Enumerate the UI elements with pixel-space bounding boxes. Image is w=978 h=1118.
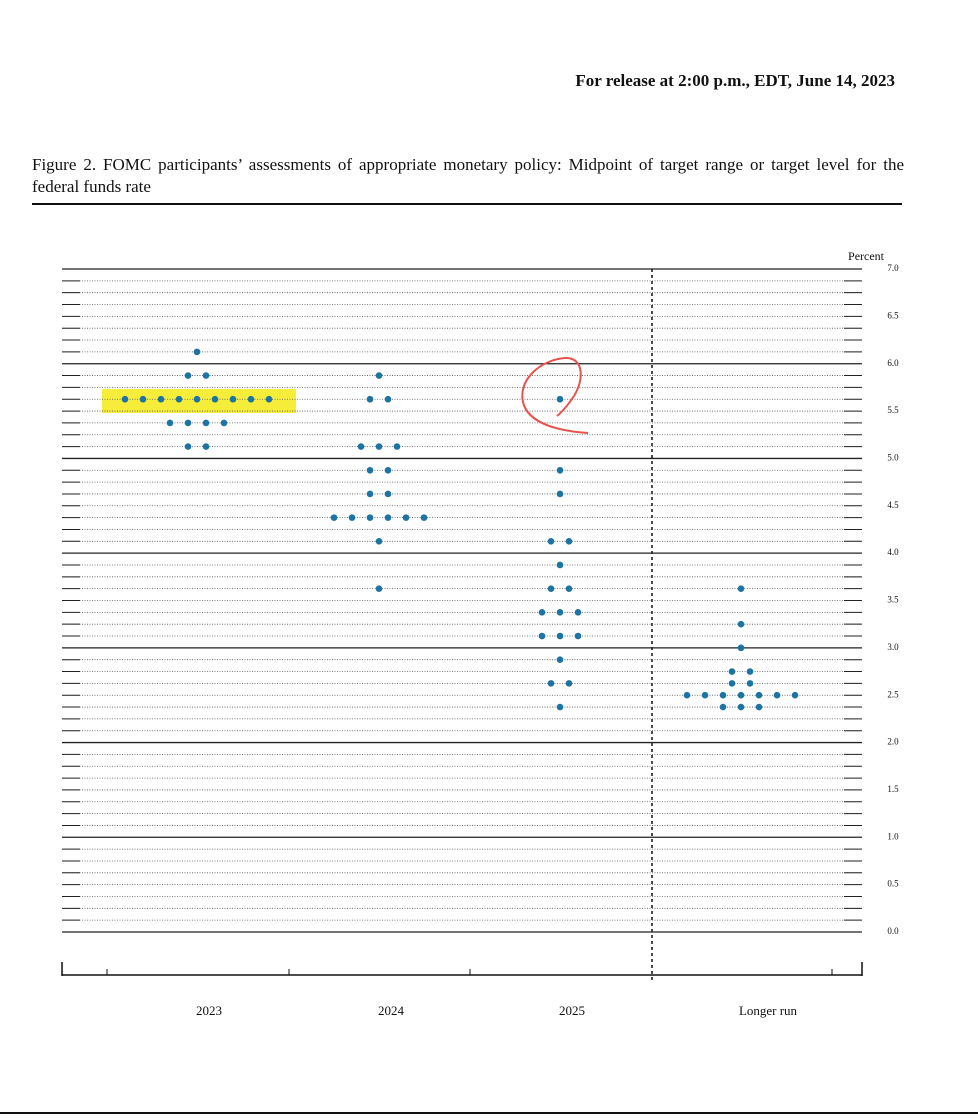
dot — [420, 514, 428, 521]
dot — [184, 443, 192, 450]
dot — [547, 585, 555, 592]
dot — [375, 585, 383, 592]
x-tick-label: 2023 — [196, 1003, 222, 1018]
y-tick-label: 0.0 — [887, 926, 899, 936]
dot — [175, 395, 183, 403]
dot — [791, 691, 799, 699]
dot — [547, 538, 555, 545]
y-tick-label: 5.5 — [887, 405, 899, 415]
dot — [357, 443, 365, 450]
dot — [166, 419, 174, 427]
y-tick-label: 6.0 — [887, 358, 899, 368]
dot — [556, 703, 564, 711]
y-tick-label: 4.5 — [887, 500, 899, 510]
dot — [746, 668, 754, 675]
dot — [547, 680, 555, 687]
y-tick-label: 6.5 — [887, 310, 899, 320]
dot — [193, 395, 201, 403]
dot — [366, 466, 374, 474]
dot — [402, 514, 410, 521]
dot — [366, 490, 374, 498]
dot — [556, 490, 564, 498]
dot — [211, 395, 219, 403]
dot — [157, 395, 165, 403]
y-tick-label: 2.0 — [887, 737, 899, 747]
dot — [728, 680, 736, 687]
dot — [556, 632, 564, 640]
y-tick-label: 1.5 — [887, 784, 899, 794]
dot — [184, 372, 192, 379]
y-tick-label: 4.0 — [887, 547, 899, 557]
dot — [574, 632, 582, 640]
dot — [375, 372, 383, 379]
y-tick-label: 3.0 — [887, 642, 899, 652]
dot — [139, 395, 147, 403]
dot — [384, 466, 392, 474]
dot — [556, 656, 564, 663]
dot — [565, 585, 573, 592]
dot — [193, 348, 201, 356]
y-tick-label: 2.5 — [887, 689, 899, 699]
dot — [202, 419, 210, 427]
dot — [247, 395, 255, 403]
dot — [728, 668, 736, 675]
dot — [565, 680, 573, 687]
x-tick-label: 2024 — [378, 1003, 405, 1018]
dot — [538, 609, 546, 616]
dot — [348, 514, 356, 521]
y-tick-label: 7.0 — [887, 263, 899, 273]
caption-box: Figure 2. FOMC participants’ assessments… — [32, 155, 904, 196]
dot — [719, 691, 727, 699]
dot — [773, 691, 781, 699]
y-axis-label: Percent — [848, 249, 885, 263]
dot — [393, 443, 401, 450]
annotation-circle — [521, 356, 589, 434]
y-tick-label: 5.0 — [887, 452, 899, 462]
dot — [202, 372, 210, 379]
dot — [384, 395, 392, 403]
dot — [556, 466, 564, 474]
dot — [375, 538, 383, 545]
dot — [121, 395, 129, 403]
dot — [184, 419, 192, 427]
dot — [202, 443, 210, 450]
dot — [737, 703, 745, 711]
dot — [737, 585, 745, 592]
dot — [683, 691, 691, 699]
dot — [565, 538, 573, 545]
dot — [737, 620, 745, 628]
x-tick-label: 2025 — [559, 1003, 585, 1018]
dot — [375, 443, 383, 450]
dot — [755, 703, 763, 711]
release-header: For release at 2:00 p.m., EDT, June 14, … — [575, 71, 895, 90]
dot — [384, 514, 392, 521]
dot — [556, 395, 564, 403]
dot — [755, 691, 763, 699]
dot — [330, 514, 338, 521]
dot — [220, 419, 228, 427]
x-tick-label: Longer run — [739, 1003, 798, 1018]
plot: 0.0 0.5 1.0 1.5 2.0 2.5 3.0 3.5 4.0 4.5 5.0 5.5 6.0 6… — [62, 263, 899, 1018]
dot — [746, 680, 754, 687]
dot — [701, 691, 709, 699]
dot — [538, 632, 546, 640]
dot — [366, 514, 374, 521]
dot — [366, 395, 374, 403]
dot — [229, 395, 237, 403]
dot — [719, 703, 727, 711]
dot — [384, 490, 392, 498]
y-tick-label: 3.5 — [887, 595, 899, 605]
chart-title: Figure 2. FOMC participants’ assessments… — [32, 155, 904, 196]
y-tick-label: 0.5 — [887, 879, 899, 889]
dot — [265, 395, 273, 403]
dot — [737, 644, 745, 652]
dot — [556, 561, 564, 569]
dot — [574, 609, 582, 616]
dot — [556, 609, 564, 616]
y-tick-label: 1.0 — [887, 831, 899, 841]
dot — [737, 691, 745, 699]
